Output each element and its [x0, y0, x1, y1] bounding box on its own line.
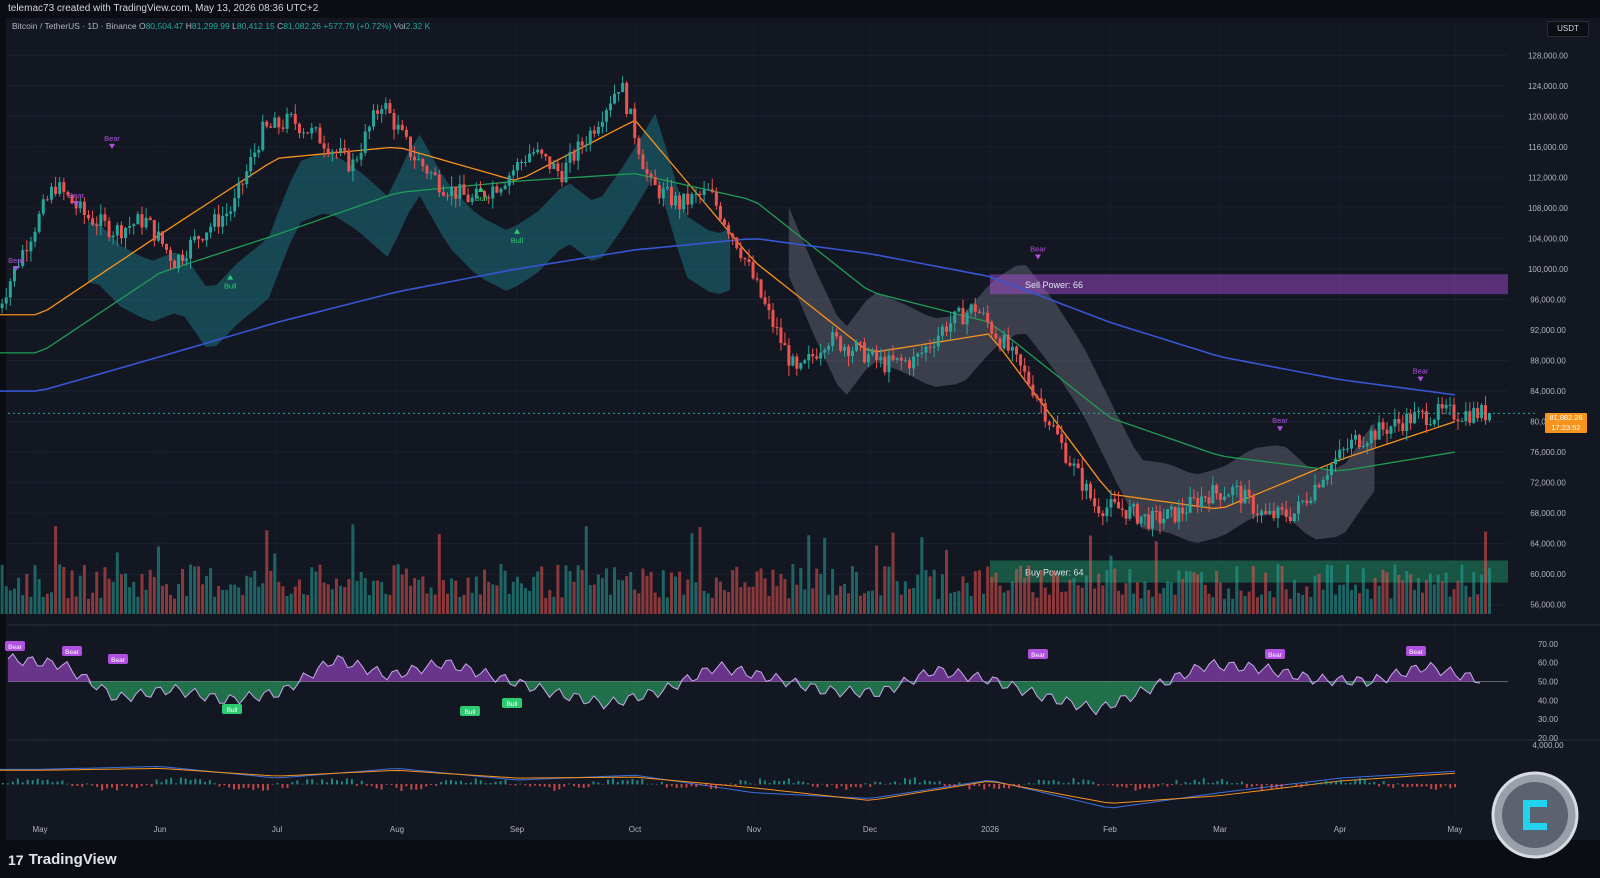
change-value: +577.79 (+0.72%)	[323, 21, 392, 31]
tradingview-mark-icon: 17	[8, 851, 24, 868]
close-value: 81,082.26	[283, 21, 322, 31]
low-value: 80,412.15	[236, 21, 275, 31]
last-price-tag: 81,082.26 17:23:52	[1545, 413, 1587, 433]
macd-histogram-bar	[1, 782, 4, 785]
footer	[0, 840, 1600, 878]
candle-body	[0, 303, 4, 309]
countdown-value: 17:23:52	[1551, 423, 1581, 432]
open-value: 80,504.47	[145, 21, 184, 31]
currency-button[interactable]: USDT	[1547, 21, 1589, 37]
watermark-logo-icon	[1491, 771, 1579, 859]
tradingview-logo[interactable]: 17 TradingView	[8, 851, 117, 868]
symbol-legend: Bitcoin / TetherUS · 1D · Binance O80,50…	[12, 21, 430, 31]
low-label: L	[232, 21, 237, 31]
volume-label: Vol	[393, 21, 406, 31]
high-label: H	[185, 21, 192, 31]
volume-value: 2.32 K	[405, 21, 431, 31]
last-price-value: 81,082.26	[1549, 413, 1583, 422]
volume-bar	[0, 564, 4, 614]
credit-line: telemac73 created with TradingView.com, …	[0, 0, 1600, 18]
high-value: 81,299.99	[191, 21, 230, 31]
symbol-pair: Bitcoin / TetherUS · 1D · Binance	[12, 21, 137, 31]
brand-name: TradingView	[28, 851, 117, 868]
close-label: C	[277, 21, 284, 31]
chart-area[interactable]	[6, 18, 1600, 840]
open-label: O	[138, 21, 146, 31]
